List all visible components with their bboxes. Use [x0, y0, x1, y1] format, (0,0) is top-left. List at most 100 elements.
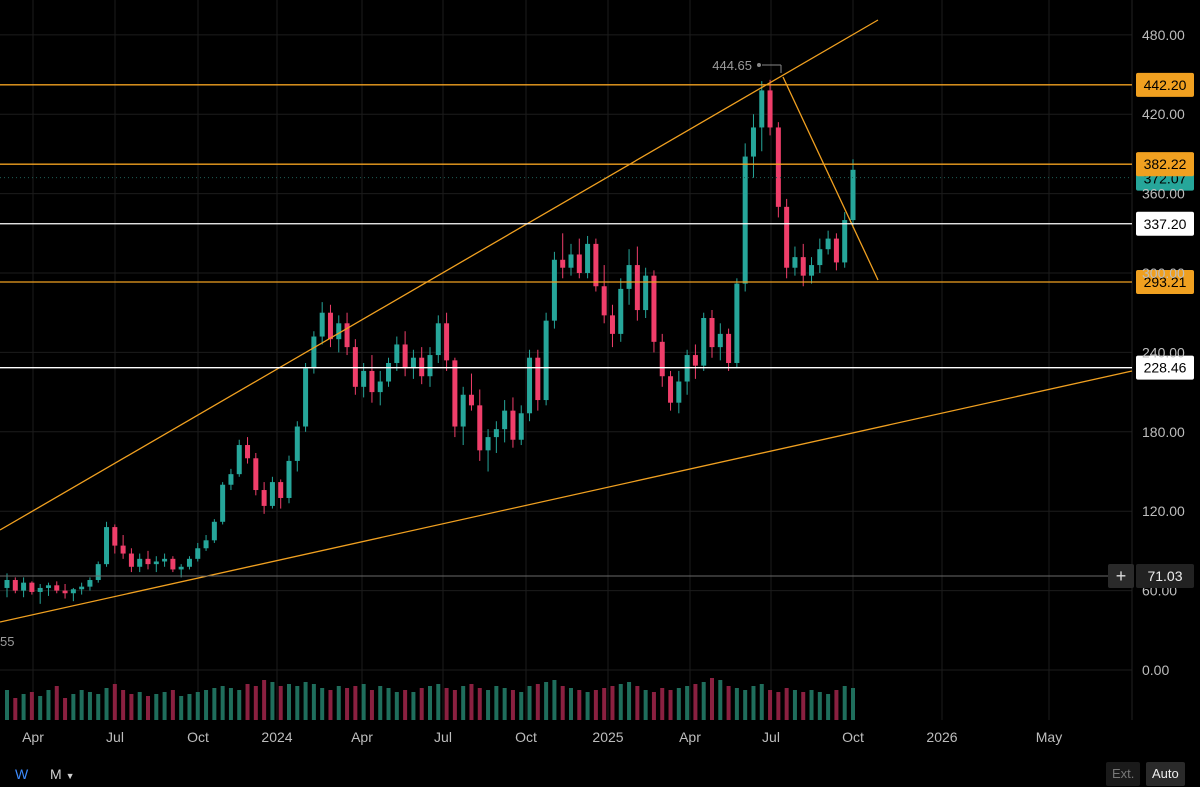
- candle-body: [493, 429, 499, 438]
- candle-body: [535, 357, 541, 401]
- candle-body: [767, 90, 773, 128]
- volume-bar: [287, 684, 291, 720]
- level-badge: [1136, 152, 1194, 177]
- candle-body: [327, 312, 333, 340]
- candle: [4, 573, 10, 598]
- candle-body: [21, 582, 27, 591]
- volume-bar: [535, 684, 540, 720]
- candle-body: [750, 127, 756, 157]
- volume-bar: [801, 692, 806, 720]
- candle: [45, 582, 51, 596]
- candle: [352, 339, 358, 395]
- candle: [269, 476, 275, 509]
- candle: [54, 581, 60, 594]
- candle: [220, 482, 226, 525]
- candle-body: [527, 357, 533, 414]
- volume-bar: [262, 680, 267, 720]
- volume-bar: [187, 694, 192, 720]
- volume-bar: [817, 692, 822, 720]
- high-annotation-label: 444.65: [712, 58, 752, 73]
- volume-bar: [710, 678, 714, 720]
- candle: [759, 81, 765, 152]
- timeframe-w-button[interactable]: W: [15, 766, 29, 782]
- timeframe-m-dropdown[interactable]: M ▼: [50, 766, 74, 782]
- volume-bar: [486, 690, 491, 720]
- volume-bar: [734, 688, 739, 720]
- volume-bar: [71, 694, 76, 720]
- candle: [551, 251, 557, 329]
- y-axis: 480.00 420.00 360.00 300.00 240.00 180.00 120.…: [1142, 27, 1185, 678]
- x-tick-label: May: [1036, 729, 1062, 745]
- candle-body: [377, 381, 383, 393]
- volume-bar: [336, 686, 341, 720]
- candle-body: [742, 156, 748, 284]
- volume-bar: [228, 688, 233, 720]
- candle-body: [709, 318, 715, 348]
- volume-bar: [328, 690, 333, 720]
- volume-bar: [842, 686, 847, 720]
- candle: [278, 479, 284, 509]
- y-tick-label: 180.00: [1142, 424, 1185, 440]
- candle: [502, 400, 508, 443]
- candle: [153, 556, 159, 573]
- candle: [37, 583, 43, 604]
- candle: [510, 397, 516, 448]
- candle: [477, 389, 483, 461]
- volume-bar: [29, 692, 34, 720]
- volume-bar: [121, 690, 126, 720]
- candle-body: [236, 445, 242, 475]
- bottom-toolbar: [0, 760, 1200, 787]
- candle-body: [253, 458, 259, 491]
- candle-body: [477, 405, 483, 451]
- candle: [775, 122, 781, 218]
- candle-body: [120, 545, 126, 554]
- volume-bar: [593, 690, 598, 720]
- extended-hours-button[interactable]: Ext.: [1106, 762, 1141, 786]
- candle-body: [609, 315, 615, 334]
- trend-lines: [0, 19, 1133, 623]
- volume-bar: [759, 684, 764, 720]
- candle: [560, 233, 566, 279]
- candle-body: [344, 323, 350, 348]
- candle: [726, 328, 732, 371]
- candle-body: [62, 590, 68, 594]
- volume-bar: [519, 692, 524, 720]
- volume-bars: [5, 678, 855, 720]
- volume-bar: [602, 688, 607, 720]
- candle: [468, 373, 474, 411]
- candle: [452, 357, 458, 438]
- volume-bar: [146, 696, 150, 720]
- candle-body: [361, 370, 367, 387]
- candle-body: [95, 564, 101, 581]
- crosshair-add-button[interactable]: +: [1108, 564, 1134, 589]
- candle: [842, 212, 848, 268]
- volume-bar: [345, 688, 350, 720]
- price-chart[interactable]: 442.20382.22337.20293.21228.46372.07382.…: [0, 0, 1200, 760]
- volume-bar: [137, 692, 142, 720]
- plus-icon: +: [1116, 566, 1127, 586]
- volume-bar: [428, 686, 432, 720]
- candle: [543, 312, 549, 406]
- volume-bar: [544, 682, 549, 720]
- candle-body: [717, 333, 723, 348]
- candle-body: [626, 265, 632, 289]
- volume-bar: [212, 688, 217, 720]
- candle: [410, 349, 416, 379]
- candle-body: [444, 323, 450, 361]
- candle: [626, 249, 632, 305]
- candle-body: [128, 553, 134, 567]
- candle-body: [319, 312, 325, 337]
- candle-body: [70, 589, 76, 594]
- candle: [261, 482, 267, 514]
- candle: [701, 312, 707, 371]
- candle: [120, 535, 126, 559]
- volume-bar: [361, 684, 366, 720]
- candle: [485, 429, 491, 472]
- candle: [643, 267, 649, 319]
- candle: [568, 243, 574, 276]
- volume-bar: [295, 686, 300, 720]
- candle: [734, 278, 740, 369]
- candlesticks: [4, 79, 856, 604]
- candle-body: [311, 336, 317, 369]
- auto-scale-button[interactable]: Auto: [1146, 762, 1185, 786]
